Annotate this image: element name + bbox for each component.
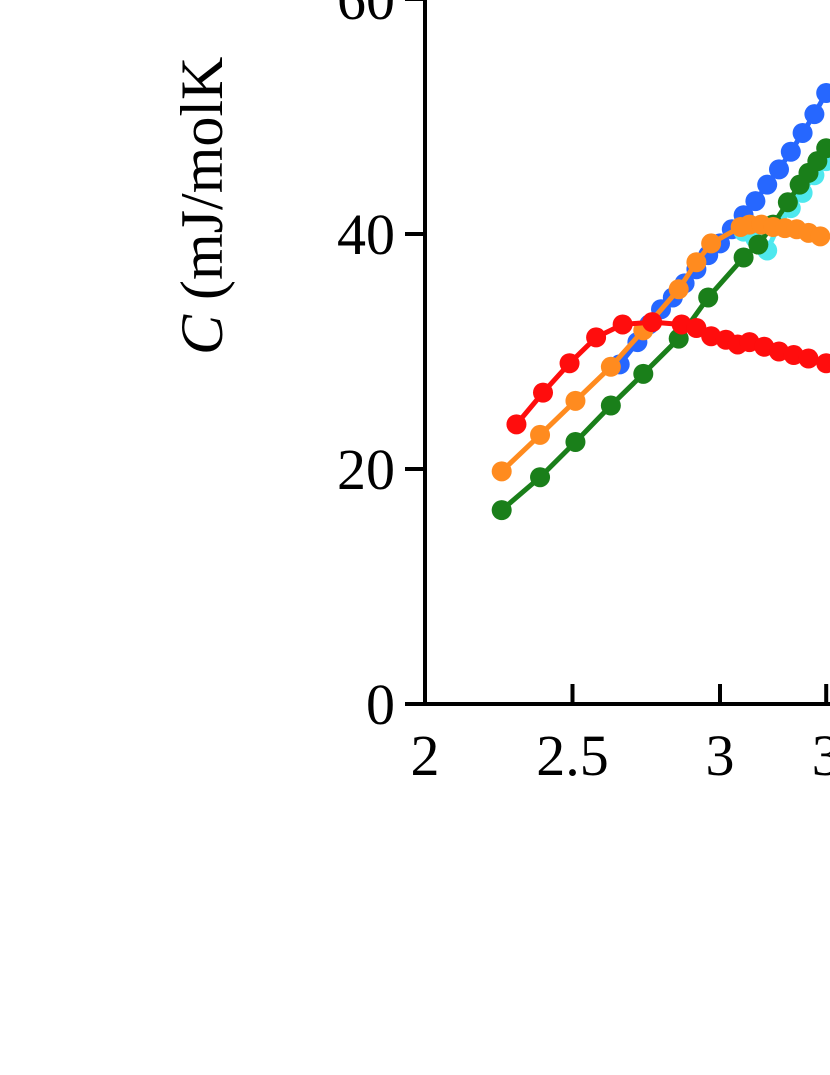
data-point: [530, 424, 551, 445]
data-point: [745, 191, 766, 212]
data-point: [701, 233, 722, 254]
series-2: [491, 138, 830, 521]
data-point: [804, 104, 825, 125]
data-point: [530, 467, 551, 488]
data-point: [559, 353, 580, 374]
data-point: [698, 287, 719, 308]
y-tick-label: 60: [337, 0, 395, 32]
x-tick-label: 2: [411, 723, 440, 788]
data-point: [816, 83, 830, 103]
y-axis-variable: C: [169, 314, 235, 355]
y-axis-unit: (mJ/molK: [169, 57, 235, 315]
data-point: [686, 252, 707, 273]
data-point: [816, 138, 830, 159]
x-tick-label: 2.5: [536, 723, 609, 788]
data-point: [612, 314, 633, 335]
data-point: [600, 356, 621, 377]
x-tick-label: 3: [812, 723, 830, 788]
data-point: [798, 348, 819, 369]
data-point: [780, 141, 801, 162]
data-point: [668, 279, 689, 300]
series-line: [500, 146, 829, 513]
data-point: [565, 390, 586, 411]
data-point: [491, 500, 512, 521]
series-4: [506, 312, 830, 435]
series-3: [491, 214, 830, 482]
data-point: [792, 122, 813, 143]
data-point: [757, 174, 778, 195]
data-point: [777, 192, 798, 213]
data-point: [533, 382, 553, 403]
y-tick-label: 40: [337, 202, 395, 267]
x-tick-label: 3: [706, 723, 735, 788]
data-point: [586, 327, 607, 348]
y-axis-title: C (mJ/molK: [169, 57, 235, 355]
data-point: [491, 461, 512, 482]
data-point: [733, 247, 754, 268]
data-point: [506, 414, 527, 435]
series-layer: [491, 83, 830, 521]
data-point: [565, 431, 586, 452]
data-point: [810, 226, 830, 247]
data-point: [600, 395, 621, 416]
data-point: [748, 234, 769, 255]
data-point: [686, 318, 707, 338]
data-point: [633, 363, 654, 384]
data-point: [769, 159, 789, 180]
y-tick-label: 0: [366, 672, 395, 737]
y-tick-label: 20: [337, 437, 395, 502]
axes-layer: [423, 0, 830, 706]
data-point: [642, 312, 663, 333]
data-point: [816, 353, 830, 374]
ticks-layer: 0 20 40 60 2 2.5 3 3: [337, 0, 830, 788]
